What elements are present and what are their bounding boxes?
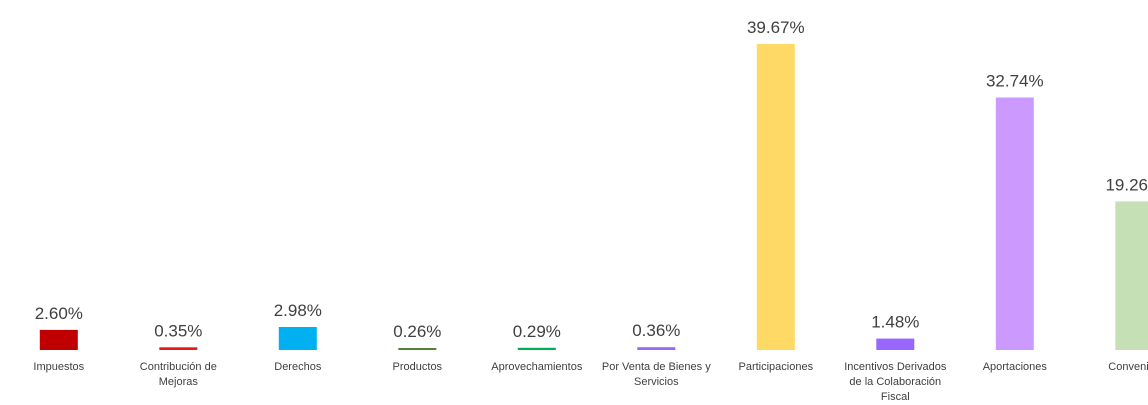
category-label-9: Convenios [1108,361,1148,373]
category-label-line: Impuestos [33,361,84,373]
category-label-line: Servicios [634,376,679,388]
category-label-line: Por Venta de Bienes y [602,361,711,373]
bar-3 [398,348,437,350]
value-label-2: 2.98% [274,301,322,320]
category-labels-layer: Impuestos Contribución de Mejoras Derechos P… [33,361,1148,403]
bar-6 [756,44,795,350]
category-label-3: Productos [393,361,443,373]
category-label-line: Aportaciones [983,361,1048,373]
bar-5 [637,347,676,350]
category-label-line: Mejoras [159,376,199,388]
bar-4 [517,347,556,350]
category-label-line: Aprovechamientos [491,361,583,373]
value-label-1: 0.35% [154,321,202,340]
value-label-3: 0.26% [393,322,441,341]
category-label-2: Derechos [274,361,322,373]
bar-2 [278,327,317,350]
category-label-line: Participaciones [739,361,814,373]
bar-8 [995,97,1034,350]
bar-1 [159,347,198,350]
category-label-line: Incentivos Derivados [844,361,947,373]
category-label-4: Aprovechamientos [491,361,583,373]
category-label-6: Participaciones [739,361,814,373]
category-label-0: Impuestos [33,361,84,373]
category-label-8: Aportaciones [983,361,1048,373]
value-label-5: 0.36% [632,321,680,340]
value-label-0: 2.60% [35,304,83,323]
bar-7 [876,338,915,350]
value-label-9: 19.26% [1105,175,1148,194]
category-label-line: Contribución de [140,361,217,373]
value-label-4: 0.29% [513,322,561,341]
value-labels-layer: 2.60% 0.35% 2.98% 0.26% 0.29% 0.36% 39.67% 1.48… [35,18,1148,341]
value-label-6: 39.67% [747,18,805,37]
bar-0 [39,329,78,350]
category-label-line: Derechos [274,361,322,373]
category-label-7: Incentivos Derivados de la Colaboración Fi… [844,361,947,403]
category-label-5: Por Venta de Bienes y Servicios [602,361,711,388]
value-label-8: 32.74% [986,72,1044,91]
category-label-1: Contribución de Mejoras [140,361,217,388]
value-label-7: 1.48% [871,313,919,332]
bar-9 [1115,201,1148,350]
category-label-line: Fiscal [881,391,910,403]
category-label-line: Convenios [1108,361,1148,373]
category-label-line: de la Colaboración [849,376,941,388]
bars-layer [39,44,1148,350]
category-label-line: Productos [393,361,443,373]
